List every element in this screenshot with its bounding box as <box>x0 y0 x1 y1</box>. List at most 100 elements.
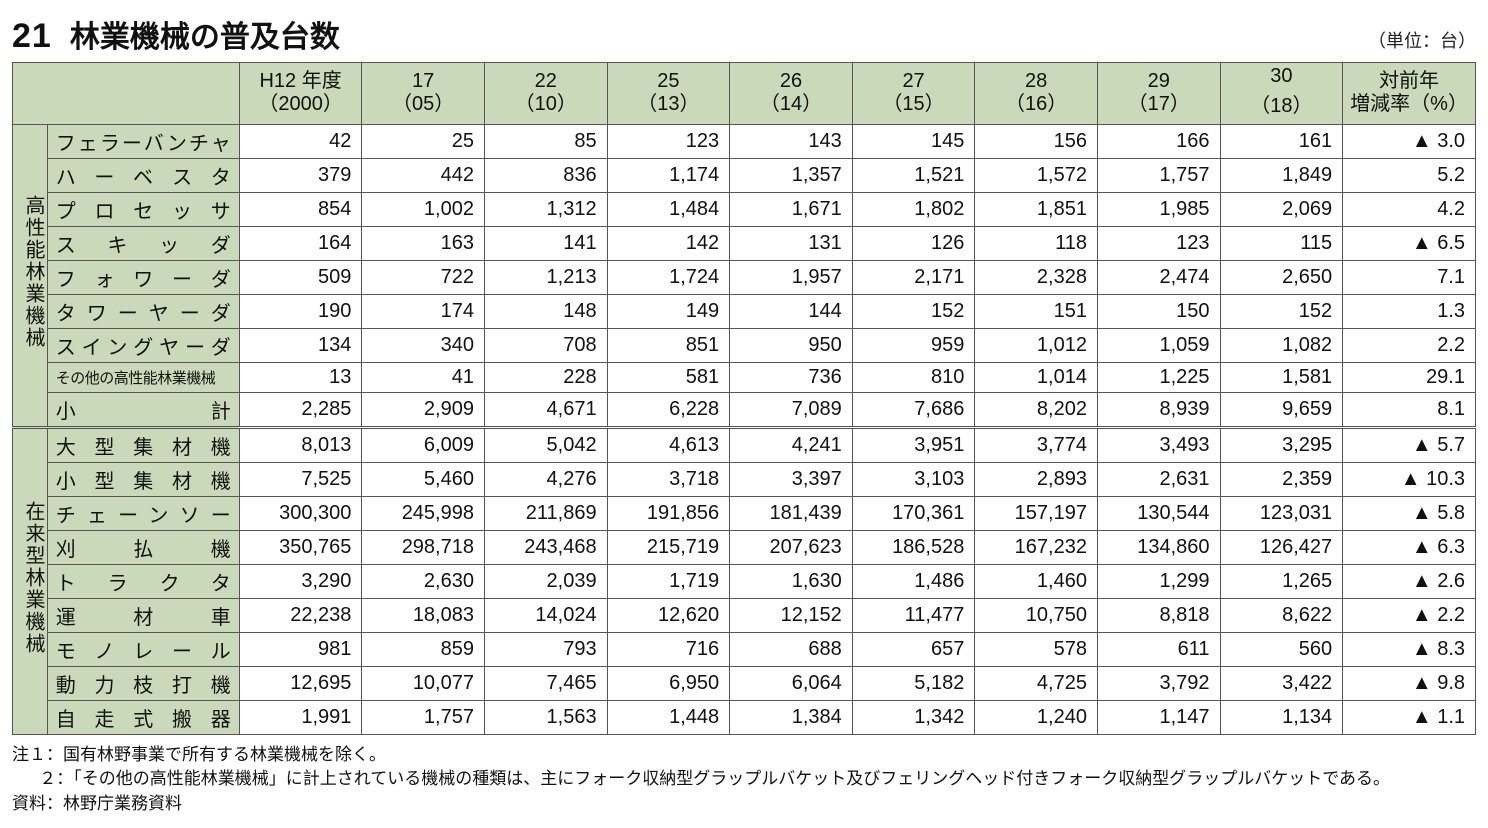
data-cell: 1,581 <box>1220 362 1343 392</box>
data-cell: 2,285 <box>239 392 362 427</box>
data-cell: 152 <box>1220 294 1343 328</box>
data-cell: 170,361 <box>852 496 975 530</box>
data-cell: 215,719 <box>607 530 730 564</box>
col-25: 25（13） <box>607 63 730 125</box>
data-cell: 1,757 <box>362 700 485 734</box>
data-cell: 611 <box>1097 632 1220 666</box>
data-cell: 191,856 <box>607 496 730 530</box>
col-27: 27（15） <box>852 63 975 125</box>
data-cell: 1,014 <box>975 362 1098 392</box>
data-table: H12 年度（2000） 17（05） 22（10） 25（13） 26（14）… <box>12 62 1476 735</box>
row-label: スキッダ <box>47 226 239 260</box>
data-cell: 1,312 <box>484 192 607 226</box>
col-28: 28（16） <box>975 63 1098 125</box>
data-cell: 181,439 <box>730 496 853 530</box>
data-cell: 174 <box>362 294 485 328</box>
data-cell: 578 <box>975 632 1098 666</box>
data-cell: 981 <box>239 632 362 666</box>
row-label: 自走式搬器 <box>47 700 239 734</box>
data-cell: 13 <box>239 362 362 392</box>
col-pct: 対前年 増減率（%） <box>1343 63 1476 125</box>
data-cell: 350,765 <box>239 530 362 564</box>
data-cell: 1,174 <box>607 158 730 192</box>
data-cell: 716 <box>607 632 730 666</box>
col-17: 17（05） <box>362 63 485 125</box>
data-cell: 2,328 <box>975 260 1098 294</box>
data-cell: 3,774 <box>975 427 1098 462</box>
col-h12: H12 年度（2000） <box>239 63 362 125</box>
data-cell: 810 <box>852 362 975 392</box>
data-cell: 1,851 <box>975 192 1098 226</box>
data-cell: 1,213 <box>484 260 607 294</box>
pct-cell: ▲ 1.1 <box>1343 700 1476 734</box>
data-cell: 2,039 <box>484 564 607 598</box>
data-cell: 12,152 <box>730 598 853 632</box>
data-cell: 1,059 <box>1097 328 1220 362</box>
data-cell: 7,089 <box>730 392 853 427</box>
row-label: フェラーバンチャ <box>47 124 239 158</box>
data-cell: 1,486 <box>852 564 975 598</box>
data-cell: 1,082 <box>1220 328 1343 362</box>
row-label: ハーベスタ <box>47 158 239 192</box>
pct-cell: 29.1 <box>1343 362 1476 392</box>
pct-cell: 8.1 <box>1343 392 1476 427</box>
data-cell: 5,042 <box>484 427 607 462</box>
pct-cell: ▲ 3.0 <box>1343 124 1476 158</box>
data-cell: 142 <box>607 226 730 260</box>
data-cell: 1,002 <box>362 192 485 226</box>
footnotes: 注１：国有林野事業で所有する林業機械を除く。 ２：「その他の高性能林業機械」に計… <box>12 743 1476 817</box>
data-cell: 85 <box>484 124 607 158</box>
row-label: 大型集材機 <box>47 427 239 462</box>
data-cell: 151 <box>975 294 1098 328</box>
data-cell: 228 <box>484 362 607 392</box>
data-cell: 211,869 <box>484 496 607 530</box>
note-2: ２：「その他の高性能林業機械」に計上されている機械の種類は、主にフォーク収納型グ… <box>12 767 1476 792</box>
data-cell: 164 <box>239 226 362 260</box>
data-cell: 1,460 <box>975 564 1098 598</box>
data-cell: 12,695 <box>239 666 362 700</box>
data-cell: 134 <box>239 328 362 362</box>
pct-cell: 1.3 <box>1343 294 1476 328</box>
pct-cell: ▲ 6.5 <box>1343 226 1476 260</box>
row-label: 小型集材機 <box>47 462 239 496</box>
data-cell: 4,241 <box>730 427 853 462</box>
data-cell: 1,384 <box>730 700 853 734</box>
data-cell: 123,031 <box>1220 496 1343 530</box>
data-cell: 1,719 <box>607 564 730 598</box>
row-label: チェーンソー <box>47 496 239 530</box>
data-cell: 1,985 <box>1097 192 1220 226</box>
data-cell: 1,240 <box>975 700 1098 734</box>
pct-cell: ▲ 10.3 <box>1343 462 1476 496</box>
table-title: 林業機械の普及台数 <box>70 12 340 56</box>
data-cell: 6,950 <box>607 666 730 700</box>
data-cell: 3,397 <box>730 462 853 496</box>
data-cell: 22,238 <box>239 598 362 632</box>
data-cell: 18,083 <box>362 598 485 632</box>
data-cell: 2,171 <box>852 260 975 294</box>
unit-label: （単位：台） <box>1368 27 1476 53</box>
data-cell: 657 <box>852 632 975 666</box>
data-cell: 14,024 <box>484 598 607 632</box>
data-cell: 1,521 <box>852 158 975 192</box>
pct-cell: ▲ 2.2 <box>1343 598 1476 632</box>
note-1: 注１：国有林野事業で所有する林業機械を除く。 <box>12 743 1476 768</box>
data-cell: 148 <box>484 294 607 328</box>
data-cell: 126 <box>852 226 975 260</box>
data-cell: 8,939 <box>1097 392 1220 427</box>
data-cell: 3,290 <box>239 564 362 598</box>
data-cell: 8,202 <box>975 392 1098 427</box>
pct-cell: 5.2 <box>1343 158 1476 192</box>
data-cell: 207,623 <box>730 530 853 564</box>
data-cell: 186,528 <box>852 530 975 564</box>
data-cell: 141 <box>484 226 607 260</box>
data-cell: 163 <box>362 226 485 260</box>
data-cell: 10,750 <box>975 598 1098 632</box>
pct-cell: 2.2 <box>1343 328 1476 362</box>
data-cell: 1,572 <box>975 158 1098 192</box>
table-body: 高性能林業機械フェラーバンチャ422585123143145156166161▲… <box>13 124 1476 734</box>
data-cell: 3,718 <box>607 462 730 496</box>
data-cell: 243,468 <box>484 530 607 564</box>
data-cell: 152 <box>852 294 975 328</box>
data-cell: 157,197 <box>975 496 1098 530</box>
data-cell: 167,232 <box>975 530 1098 564</box>
